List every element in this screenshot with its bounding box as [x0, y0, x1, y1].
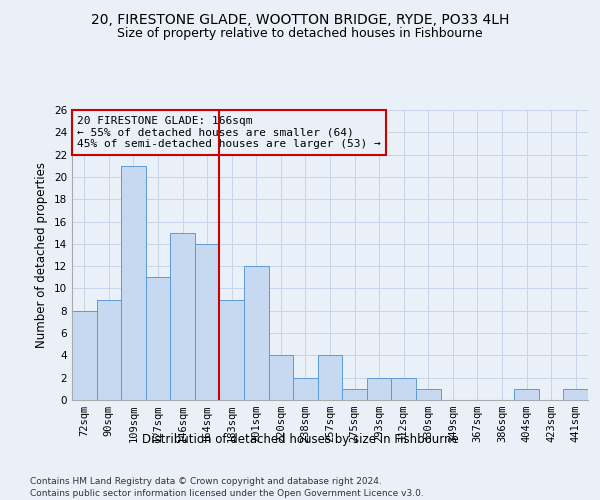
- Bar: [121, 166, 146, 400]
- Bar: [514, 389, 539, 400]
- Text: Distribution of detached houses by size in Fishbourne: Distribution of detached houses by size …: [142, 432, 458, 446]
- Bar: [72, 311, 97, 400]
- Text: Size of property relative to detached houses in Fishbourne: Size of property relative to detached ho…: [117, 28, 483, 40]
- Text: 20, FIRESTONE GLADE, WOOTTON BRIDGE, RYDE, PO33 4LH: 20, FIRESTONE GLADE, WOOTTON BRIDGE, RYD…: [91, 12, 509, 26]
- Bar: [220, 300, 244, 400]
- Bar: [367, 378, 391, 400]
- Bar: [342, 389, 367, 400]
- Bar: [416, 389, 440, 400]
- Text: Contains HM Land Registry data © Crown copyright and database right 2024.: Contains HM Land Registry data © Crown c…: [30, 478, 382, 486]
- Bar: [146, 278, 170, 400]
- Bar: [563, 389, 588, 400]
- Bar: [195, 244, 220, 400]
- Bar: [318, 356, 342, 400]
- Text: 20 FIRESTONE GLADE: 166sqm
← 55% of detached houses are smaller (64)
45% of semi: 20 FIRESTONE GLADE: 166sqm ← 55% of deta…: [77, 116, 381, 149]
- Bar: [391, 378, 416, 400]
- Bar: [293, 378, 318, 400]
- Bar: [244, 266, 269, 400]
- Bar: [170, 232, 195, 400]
- Bar: [97, 300, 121, 400]
- Text: Contains public sector information licensed under the Open Government Licence v3: Contains public sector information licen…: [30, 489, 424, 498]
- Y-axis label: Number of detached properties: Number of detached properties: [35, 162, 49, 348]
- Bar: [269, 356, 293, 400]
